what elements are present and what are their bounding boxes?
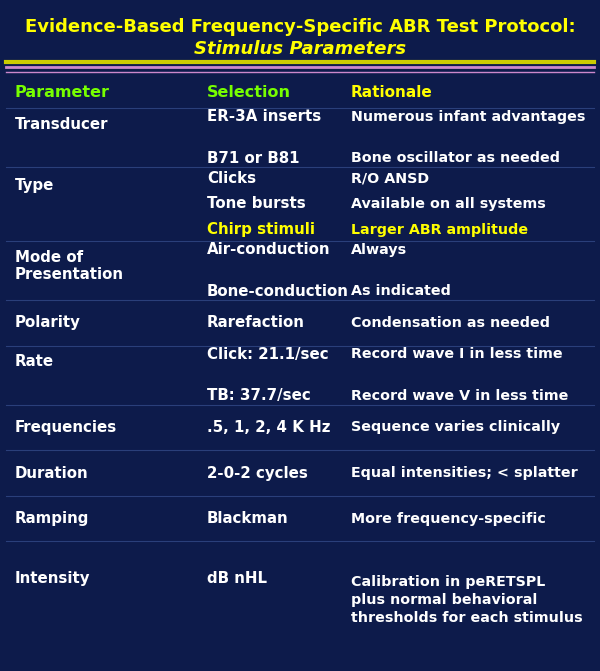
Text: Tone bursts: Tone bursts [207, 197, 306, 211]
Text: Parameter: Parameter [15, 85, 110, 100]
Text: Mode of
Presentation: Mode of Presentation [15, 250, 124, 282]
Text: Available on all systems: Available on all systems [351, 197, 546, 211]
Text: Evidence-Based Frequency-Specific ABR Test Protocol:: Evidence-Based Frequency-Specific ABR Te… [25, 18, 575, 36]
Text: Polarity: Polarity [15, 315, 81, 330]
Text: Intensity: Intensity [15, 571, 91, 586]
Text: Sequence varies clinically: Sequence varies clinically [351, 421, 560, 434]
Text: More frequency-specific: More frequency-specific [351, 512, 546, 525]
Text: Click: 21.1/sec: Click: 21.1/sec [207, 347, 329, 362]
Text: R/O ANSD: R/O ANSD [351, 171, 429, 185]
Text: Frequencies: Frequencies [15, 420, 117, 435]
Text: Always: Always [351, 243, 407, 257]
Text: As indicated: As indicated [351, 284, 451, 298]
Text: Equal intensities; < splatter: Equal intensities; < splatter [351, 466, 578, 480]
Text: Numerous infant advantages: Numerous infant advantages [351, 110, 586, 124]
Text: ER-3A inserts: ER-3A inserts [207, 109, 321, 124]
Text: B71 or B81: B71 or B81 [207, 151, 299, 166]
Text: Chirp stimuli: Chirp stimuli [207, 222, 315, 238]
Text: Selection: Selection [207, 85, 291, 100]
Text: Record wave V in less time: Record wave V in less time [351, 389, 568, 403]
Text: Blackman: Blackman [207, 511, 289, 526]
Text: Rarefaction: Rarefaction [207, 315, 305, 330]
Text: Type: Type [15, 178, 55, 193]
Text: TB: 37.7/sec: TB: 37.7/sec [207, 389, 311, 403]
Text: Record wave I in less time: Record wave I in less time [351, 348, 563, 362]
Text: Bone-conduction: Bone-conduction [207, 284, 349, 299]
Text: Ramping: Ramping [15, 511, 89, 526]
Text: Larger ABR amplitude: Larger ABR amplitude [351, 223, 528, 237]
Text: Clicks: Clicks [207, 170, 256, 186]
Text: Rate: Rate [15, 354, 54, 370]
Text: Bone oscillator as needed: Bone oscillator as needed [351, 151, 560, 165]
Text: Duration: Duration [15, 466, 89, 480]
Text: Condensation as needed: Condensation as needed [351, 316, 550, 329]
Text: .5, 1, 2, 4 K Hz: .5, 1, 2, 4 K Hz [207, 420, 331, 435]
Text: 2-0-2 cycles: 2-0-2 cycles [207, 466, 308, 480]
Text: Stimulus Parameters: Stimulus Parameters [194, 40, 406, 58]
Text: Air-conduction: Air-conduction [207, 242, 331, 257]
Text: dB nHL: dB nHL [207, 571, 267, 586]
Text: Calibration in peRETSPL
plus normal behavioral
thresholds for each stimulus: Calibration in peRETSPL plus normal beha… [351, 575, 583, 625]
Text: Rationale: Rationale [351, 85, 433, 100]
Text: Transducer: Transducer [15, 117, 109, 132]
